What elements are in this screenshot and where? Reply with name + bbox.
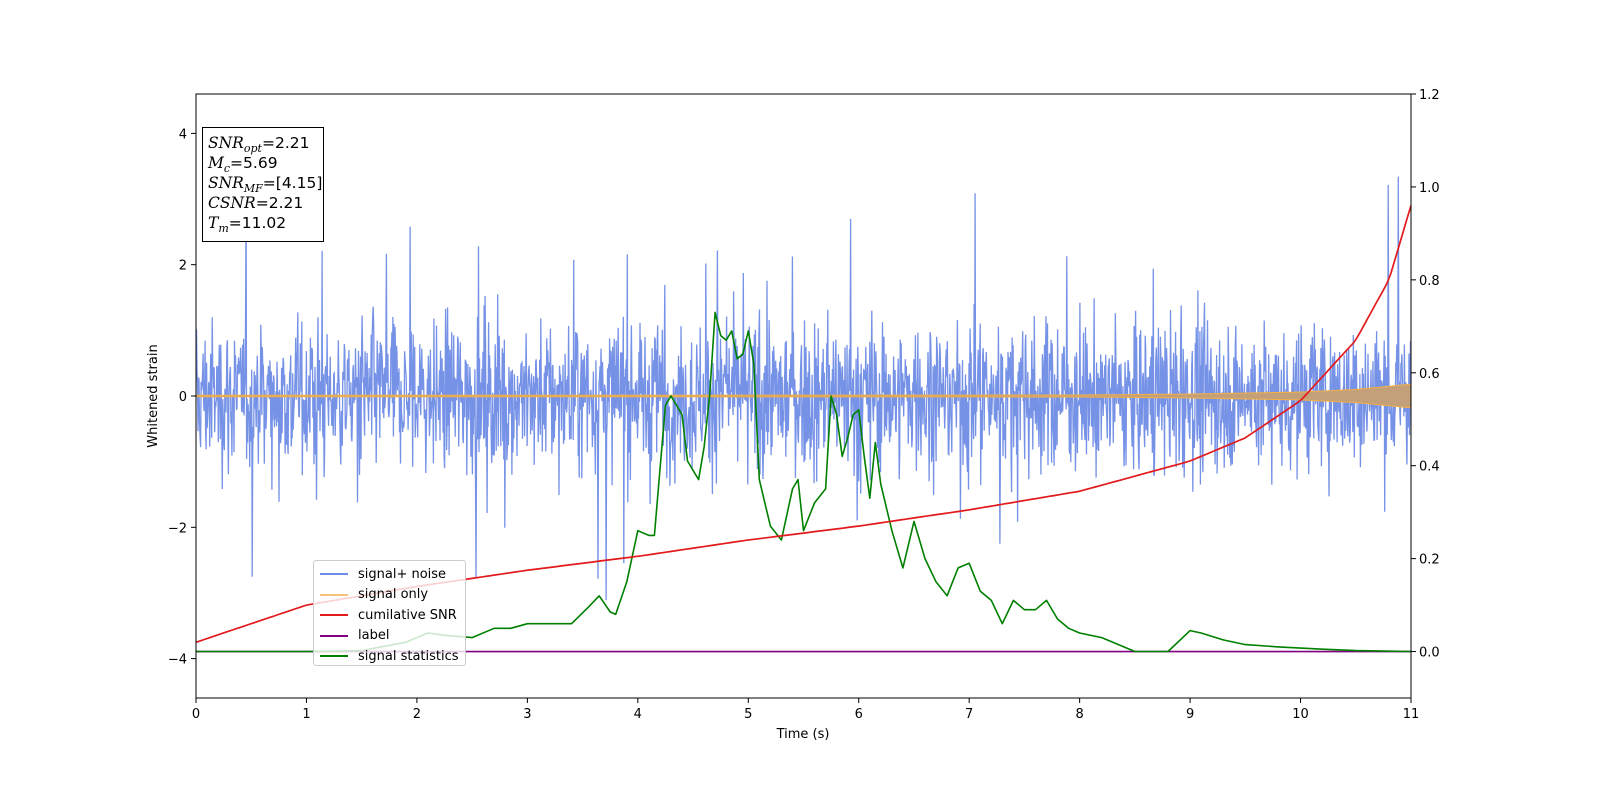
snr-mf-line: SNRMF=[4.15] [208, 174, 323, 196]
csnr-value: 2.21 [268, 194, 304, 212]
mc-value: 5.69 [243, 154, 278, 172]
snr-opt-line: SNRopt=2.21 [208, 134, 310, 156]
legend-item-cumulative-snr: cumilative SNR [320, 605, 465, 626]
stats-annotation-box: SNRopt=2.21 Mc=5.69 SNRMF=[4.15] CSNR=2.… [202, 127, 324, 242]
y-left-tick-label: 4 [179, 127, 187, 142]
x-tick-label: 4 [634, 707, 642, 722]
x-tick-label: 0 [192, 707, 200, 722]
y-right-tick-label: 1.2 [1419, 88, 1440, 103]
x-tick-label: 9 [1186, 707, 1194, 722]
y-right-tick-label: 0.0 [1419, 646, 1440, 661]
legend-label: label [358, 628, 390, 644]
x-tick-label: 6 [855, 707, 863, 722]
legend-item-signal-statistics: signal statistics [320, 646, 465, 667]
legend-label: signal+ noise [358, 566, 447, 582]
legend-label: signal only [358, 587, 429, 603]
tm-line: Tm=11.02 [208, 214, 287, 236]
y-axis-label: Whitened strain [146, 344, 161, 447]
x-tick-label: 10 [1292, 707, 1309, 722]
csnr-line: CSNR=2.21 [208, 194, 304, 212]
x-tick-label: 7 [965, 707, 973, 722]
axis-ticks: 0 1 2 3 4 5 6 7 8 9 10 11 −4 −2 0 2 4 0.0 0.2 0.4 0.6 0.8 1.0 1… [168, 88, 1440, 722]
x-tick-label: 2 [413, 707, 421, 722]
x-tick-label: 11 [1403, 707, 1420, 722]
y-left-tick-label: −4 [168, 653, 187, 668]
x-axis-label: Time (s) [776, 727, 830, 742]
tm-value: 11.02 [241, 214, 287, 232]
snr-opt-value: 2.21 [274, 134, 310, 152]
y-right-tick-label: 0.8 [1419, 274, 1440, 289]
legend-item-signal-only: signal only [320, 585, 465, 606]
y-right-tick-label: 0.6 [1419, 367, 1440, 382]
y-left-tick-label: 2 [179, 259, 187, 274]
legend-item-signal-noise: signal+ noise [320, 564, 465, 585]
series-signal-statistics-line [196, 311, 1412, 653]
series-signal-noise-line [196, 176, 1411, 601]
mc-line: Mc=5.69 [208, 154, 278, 176]
x-tick-label: 8 [1075, 707, 1083, 722]
y-right-tick-label: 0.2 [1419, 553, 1440, 568]
y-left-tick-label: 0 [179, 390, 187, 405]
y-right-tick-label: 0.4 [1419, 460, 1440, 475]
legend-label: signal statistics [358, 648, 459, 664]
x-tick-label: 5 [744, 707, 752, 722]
snr-mf-value: [4.15] [275, 174, 323, 192]
chart-legend: signal+ noise signal only cumilative SNR… [313, 560, 466, 666]
x-tick-label: 1 [302, 707, 310, 722]
legend-label: cumilative SNR [358, 607, 457, 623]
legend-item-label: label [320, 626, 465, 647]
y-right-tick-label: 1.0 [1419, 181, 1440, 196]
y-left-tick-label: −2 [168, 521, 187, 536]
x-tick-label: 3 [523, 707, 531, 722]
